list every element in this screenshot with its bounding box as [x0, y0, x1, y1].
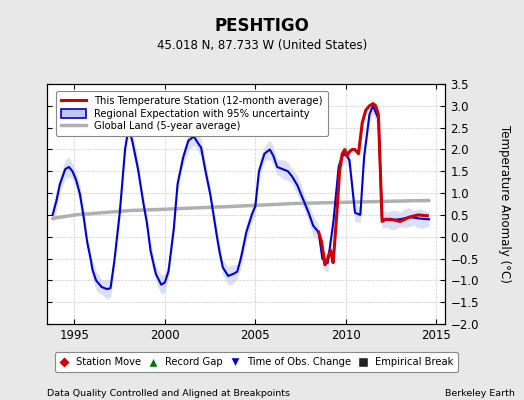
- Legend: This Temperature Station (12-month average), Regional Expectation with 95% uncer: This Temperature Station (12-month avera…: [56, 91, 328, 136]
- Y-axis label: Temperature Anomaly (°C): Temperature Anomaly (°C): [498, 125, 511, 283]
- Text: PESHTIGO: PESHTIGO: [214, 17, 310, 35]
- Text: 45.018 N, 87.733 W (United States): 45.018 N, 87.733 W (United States): [157, 40, 367, 52]
- Legend: Station Move, Record Gap, Time of Obs. Change, Empirical Break: Station Move, Record Gap, Time of Obs. C…: [55, 352, 458, 372]
- Text: Data Quality Controlled and Aligned at Breakpoints: Data Quality Controlled and Aligned at B…: [47, 389, 290, 398]
- Text: Berkeley Earth: Berkeley Earth: [445, 389, 515, 398]
